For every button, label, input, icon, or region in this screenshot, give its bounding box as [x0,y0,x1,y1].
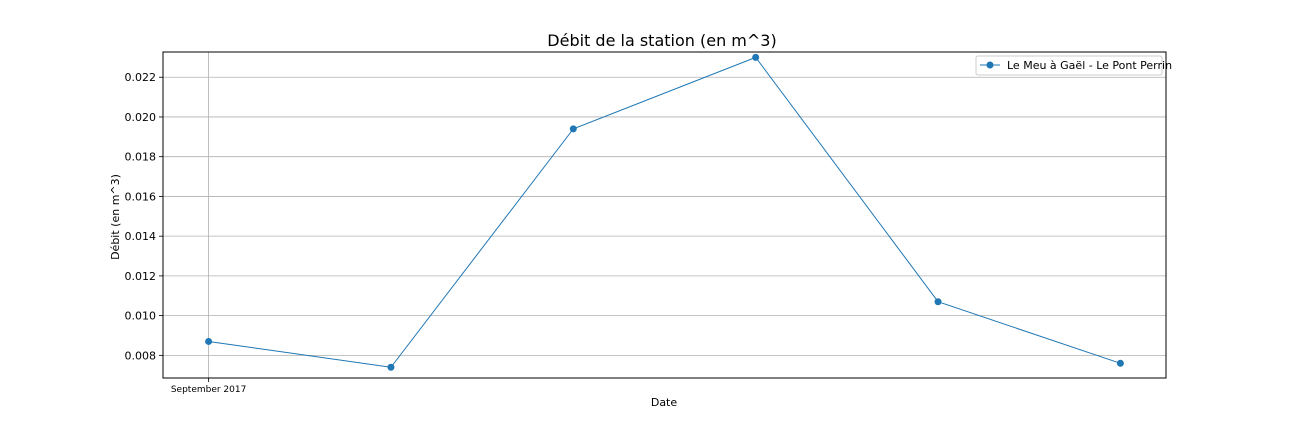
y-tick-label: 0.008 [125,349,157,362]
plot-area-frame [162,51,1167,379]
data-point [934,298,942,306]
data-point [752,53,760,61]
y-tick-label: 0.018 [125,151,157,164]
legend: Le Meu à Gaël - Le Pont Perrin [975,55,1172,76]
x-axis-label: Date [651,396,678,409]
data-point [205,337,213,345]
y-tick-label: 0.016 [125,190,157,203]
y-axis-label: Débit (en m^3) [109,174,122,260]
y-tick-label: 0.014 [125,230,157,243]
series-line [208,56,1121,368]
chart-title: Débit de la station (en m^3) [547,31,776,50]
x-axis-ticks: September 2017 [171,378,247,395]
x-tick-label: September 2017 [171,385,247,395]
y-axis-ticks: 0.008 0.010 0.012 0.014 0.016 0.018 0.020 0.022 [125,71,163,362]
data-point [1116,359,1124,367]
data-point [387,363,395,371]
series-layer [205,53,1124,371]
y-tick-label: 0.012 [125,270,157,283]
legend-marker [986,61,994,69]
legend-box [975,55,1163,76]
y-tick-label: 0.022 [125,71,157,84]
y-tick-label: 0.020 [125,111,157,124]
grid [163,52,1166,378]
data-point [569,125,577,133]
y-tick-label: 0.010 [125,310,157,323]
legend-label: Le Meu à Gaël - Le Pont Perrin [1007,59,1172,72]
